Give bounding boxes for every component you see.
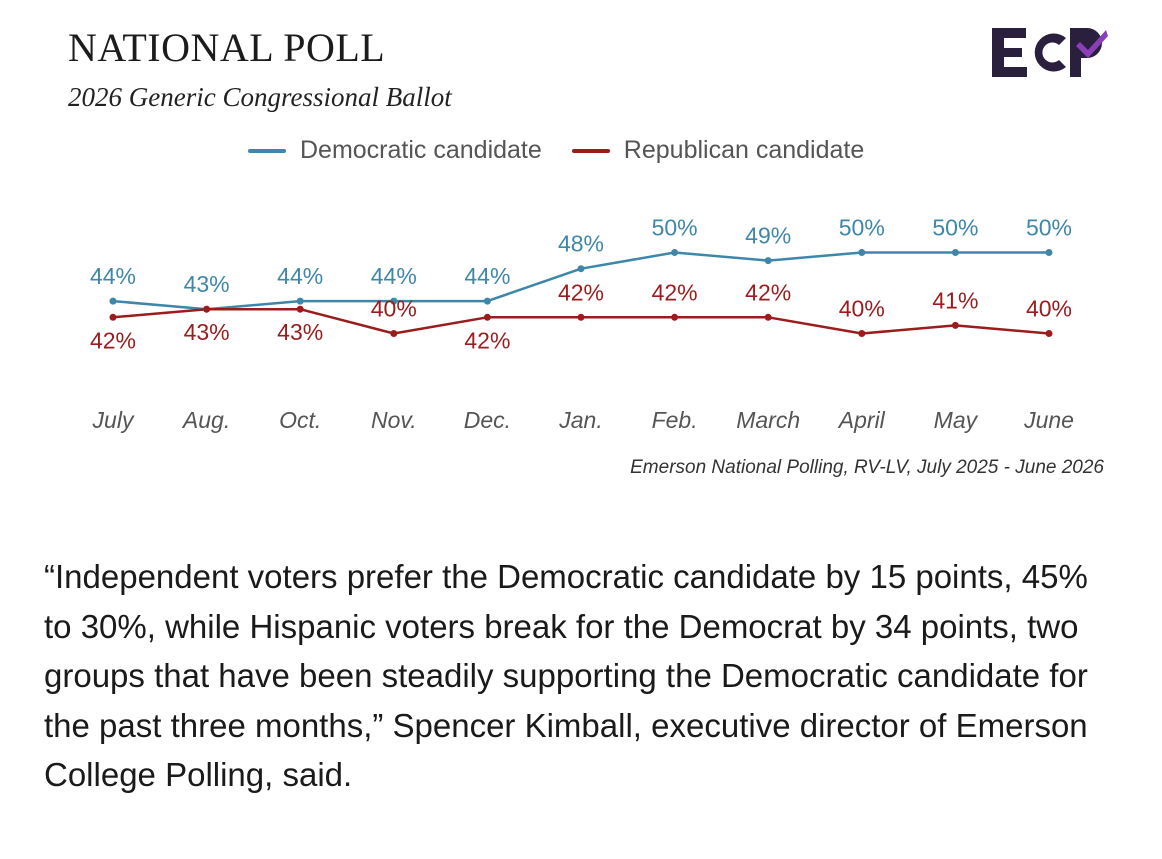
data-label-republican: 40%: [839, 296, 885, 322]
data-label-republican: 43%: [277, 319, 323, 345]
data-label-democratic: 44%: [371, 263, 417, 289]
data-point-democratic: [764, 257, 772, 265]
line-chart: 44% 42% July 43% 43% Aug. 44% 43% Oct. 44% 40% Nov.…: [90, 215, 1074, 434]
data-point-republican: [1045, 330, 1053, 337]
data-label-republican: 42%: [90, 327, 136, 353]
x-tick-label: March: [736, 407, 800, 433]
data-point-democratic: [109, 297, 117, 305]
data-label-democratic: 50%: [839, 215, 885, 241]
data-point-republican: [951, 321, 959, 329]
x-tick-label: Feb.: [652, 407, 698, 433]
data-label-republican: 43%: [184, 319, 230, 345]
data-point-democratic: [390, 297, 398, 305]
data-label-republican: 42%: [464, 327, 510, 353]
data-point-democratic: [483, 297, 491, 305]
legend-swatch-democratic: [248, 148, 286, 153]
legend-item-democratic: Democratic candidate: [248, 136, 542, 165]
x-tick-label: Nov.: [371, 407, 417, 433]
data-point-democratic: [577, 265, 585, 273]
legend-label-democratic: Democratic candidate: [300, 136, 542, 164]
data-label-democratic: 50%: [932, 215, 978, 241]
data-point-republican: [858, 330, 866, 337]
legend-item-republican: Republican candidate: [571, 136, 865, 165]
x-tick-label: May: [934, 407, 979, 433]
data-label-democratic: 44%: [277, 263, 323, 289]
ecp-logo: [992, 28, 1108, 77]
x-tick-label: Aug.: [181, 407, 230, 433]
data-label-republican: 42%: [745, 279, 791, 305]
legend-swatch-republican: [571, 148, 610, 153]
quote-text: “Independent voters prefer the Democrati…: [44, 558, 1088, 793]
x-tick-label: Oct.: [279, 407, 321, 433]
data-label-republican: 42%: [558, 279, 604, 305]
data-point-republican: [203, 305, 211, 313]
data-label-democratic: 49%: [745, 223, 791, 249]
data-label-democratic: 50%: [1026, 215, 1072, 241]
data-point-republican: [671, 313, 679, 321]
page-title: NATIONAL POLL: [68, 25, 386, 70]
series-line-republican: [112, 307, 1050, 335]
data-label-democratic: 48%: [558, 231, 604, 257]
data-label-democratic: 44%: [464, 263, 510, 289]
data-label-republican: 41%: [932, 287, 978, 313]
x-tick-label: July: [92, 407, 135, 433]
data-label-republican: 42%: [652, 279, 698, 305]
data-point-republican: [577, 313, 585, 321]
chart-legend: Democratic candidate Republican candidat…: [248, 136, 894, 165]
data-point-republican: [483, 313, 491, 321]
data-point-democratic: [951, 249, 959, 256]
data-point-republican: [390, 330, 398, 337]
data-label-republican: 40%: [1026, 296, 1072, 322]
data-point-republican: [764, 313, 772, 321]
data-point-republican: [296, 305, 304, 313]
data-point-democratic: [858, 249, 866, 256]
chart-source: Emerson National Polling, RV-LV, July 20…: [630, 457, 1104, 478]
x-tick-label: April: [837, 407, 886, 433]
legend-label-republican: Republican candidate: [623, 136, 865, 164]
data-point-republican: [109, 313, 117, 321]
data-label-republican: 40%: [371, 296, 417, 322]
data-label-democratic: 44%: [90, 263, 136, 289]
x-tick-label: June: [1023, 407, 1074, 433]
data-point-democratic: [1045, 249, 1053, 256]
x-tick-label: Jan.: [558, 407, 602, 433]
data-point-democratic: [671, 249, 679, 256]
data-label-democratic: 50%: [652, 215, 698, 241]
data-point-democratic: [296, 297, 304, 305]
page-subtitle: 2026 Generic Congressional Ballot: [68, 82, 452, 112]
data-label-democratic: 43%: [184, 271, 230, 297]
x-tick-label: Dec.: [464, 407, 511, 433]
